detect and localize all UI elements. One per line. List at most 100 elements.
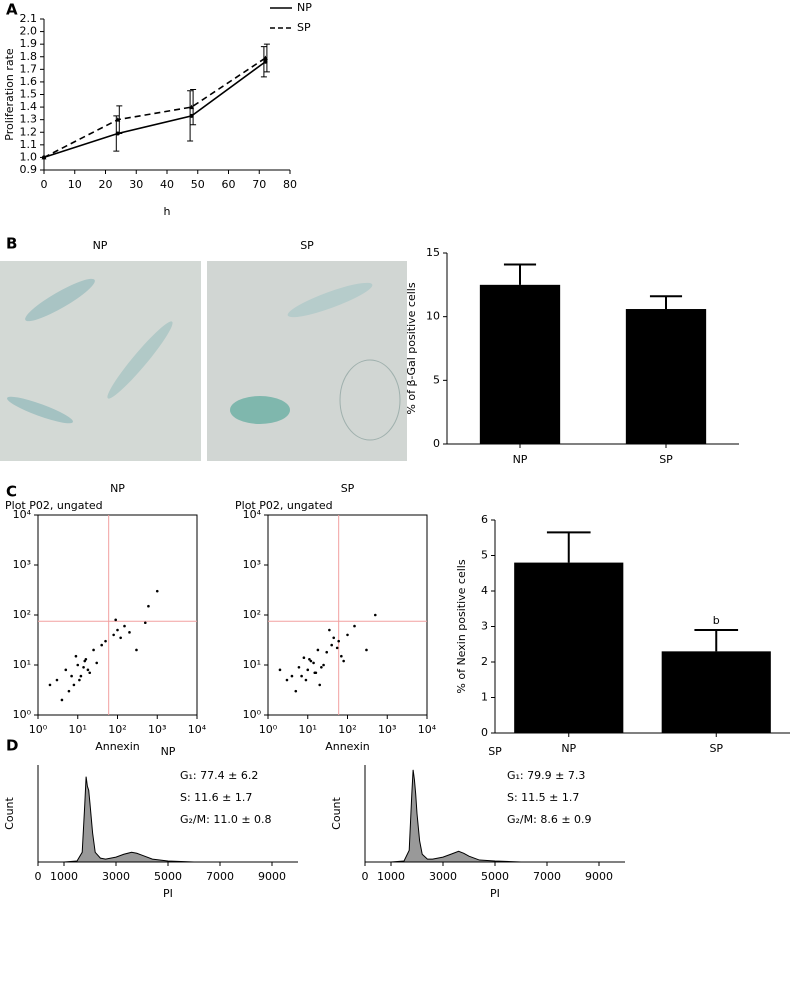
y-tick-label: 1.9 (20, 37, 38, 50)
x-tick-label: 3000 (102, 870, 130, 883)
annotation: G₂/M: 8.6 ± 0.9 (507, 813, 592, 826)
plot-frame (267, 514, 428, 716)
y-tick-label: 1.3 (20, 113, 38, 126)
point (322, 663, 325, 667)
y-tick-label: 1 (481, 691, 488, 704)
annotation: G₁: 79.9 ± 7.3 (507, 769, 585, 782)
cell (230, 396, 290, 424)
marker (189, 104, 195, 110)
bar (514, 562, 624, 733)
point (86, 668, 90, 672)
y-tick-label: 1.2 (20, 125, 38, 138)
y-axis-label: Proliferation rate (3, 48, 16, 141)
point (155, 589, 159, 593)
marker (115, 117, 121, 122)
y-tick-label: 10³ (243, 558, 261, 571)
y-tick-label: 4 (481, 584, 488, 597)
x-tick-label: 7000 (206, 870, 234, 883)
point (64, 668, 68, 672)
x-tick-label: 9000 (585, 870, 613, 883)
x-tick-label: 10 (68, 178, 82, 191)
y-tick-label: 10¹ (13, 658, 31, 671)
point (82, 665, 85, 669)
y-tick-label: 1.1 (20, 138, 38, 151)
chart-subtitle: Plot P02, ungated (235, 499, 333, 512)
x-tick-label: 70 (252, 178, 266, 191)
point (72, 683, 76, 687)
point (104, 639, 107, 643)
y-tick-label: 10⁴ (243, 508, 262, 521)
y-tick-label: 2.1 (20, 12, 38, 25)
panel-label: D (6, 737, 18, 755)
error-bar (116, 105, 123, 135)
point (285, 678, 289, 682)
annotation: S: 11.6 ± 1.7 (180, 791, 252, 804)
point (302, 656, 306, 659)
x-tick-label: 20 (99, 178, 113, 191)
panel-label: B (6, 235, 17, 253)
annotation: b (713, 614, 720, 627)
histogram (365, 769, 625, 863)
image-label: SP (300, 239, 314, 252)
y-tick-label: 10 (426, 310, 440, 323)
panel-label: C (6, 483, 17, 501)
point (79, 674, 83, 678)
x-tick-label: 1000 (377, 870, 405, 883)
x-tick-label: 0 (362, 870, 369, 883)
chart-title: NP (110, 482, 125, 495)
point (114, 618, 117, 622)
error-bar (694, 629, 739, 652)
y-tick-label: 5 (481, 549, 488, 562)
annotation: G₂/M: 11.0 ± 0.8 (180, 813, 272, 826)
point (330, 643, 333, 647)
y-tick-label: 0 (481, 726, 488, 739)
x-axis-label: h (164, 205, 171, 218)
point (316, 648, 320, 652)
point (95, 661, 99, 665)
error-bar (263, 43, 270, 73)
y-tick-label: 10⁰ (13, 708, 32, 721)
point (318, 683, 322, 687)
y-tick-label: 5 (433, 373, 440, 386)
legend-label: SP (297, 21, 311, 34)
error-bar (546, 531, 591, 563)
error-bar (649, 295, 683, 310)
error-bar (503, 263, 537, 285)
y-tick-label: 15 (426, 246, 440, 259)
x-tick-label: 10² (338, 723, 356, 736)
x-tick-label: 10² (108, 723, 126, 736)
point (92, 648, 95, 652)
x-tick-label: 9000 (258, 870, 286, 883)
point (337, 639, 340, 643)
point (70, 674, 73, 678)
y-tick-label: 1.0 (20, 150, 38, 163)
point (335, 646, 339, 650)
x-tick-label: 50 (191, 178, 205, 191)
point (112, 633, 115, 637)
y-tick-label: 1.8 (20, 50, 38, 63)
y-tick-label: 10³ (13, 558, 31, 571)
point (306, 668, 310, 672)
chart-subtitle: Plot P02, ungated (5, 499, 103, 512)
x-tick-label: 10⁰ (259, 723, 278, 736)
y-axis-label: % of β-Gal positive cells (405, 282, 418, 414)
line (43, 57, 266, 159)
panel-label: A (6, 1, 18, 19)
x-tick-label: 10⁴ (188, 723, 207, 736)
point (314, 671, 318, 675)
point (84, 658, 88, 661)
point (304, 678, 308, 682)
bar (661, 651, 771, 733)
y-axis-label: % of Nexin positive cells (455, 559, 468, 693)
y-tick-label: 6 (481, 513, 488, 526)
y-axis-label: Count (3, 796, 16, 829)
x-tick-label: 10³ (378, 723, 396, 736)
chart-title: NP (161, 745, 176, 758)
point (123, 624, 126, 628)
point (373, 613, 377, 617)
x-tick-label: 10¹ (299, 723, 317, 736)
point (346, 633, 349, 637)
point (297, 665, 301, 669)
cell (107, 321, 173, 399)
point (48, 683, 52, 687)
